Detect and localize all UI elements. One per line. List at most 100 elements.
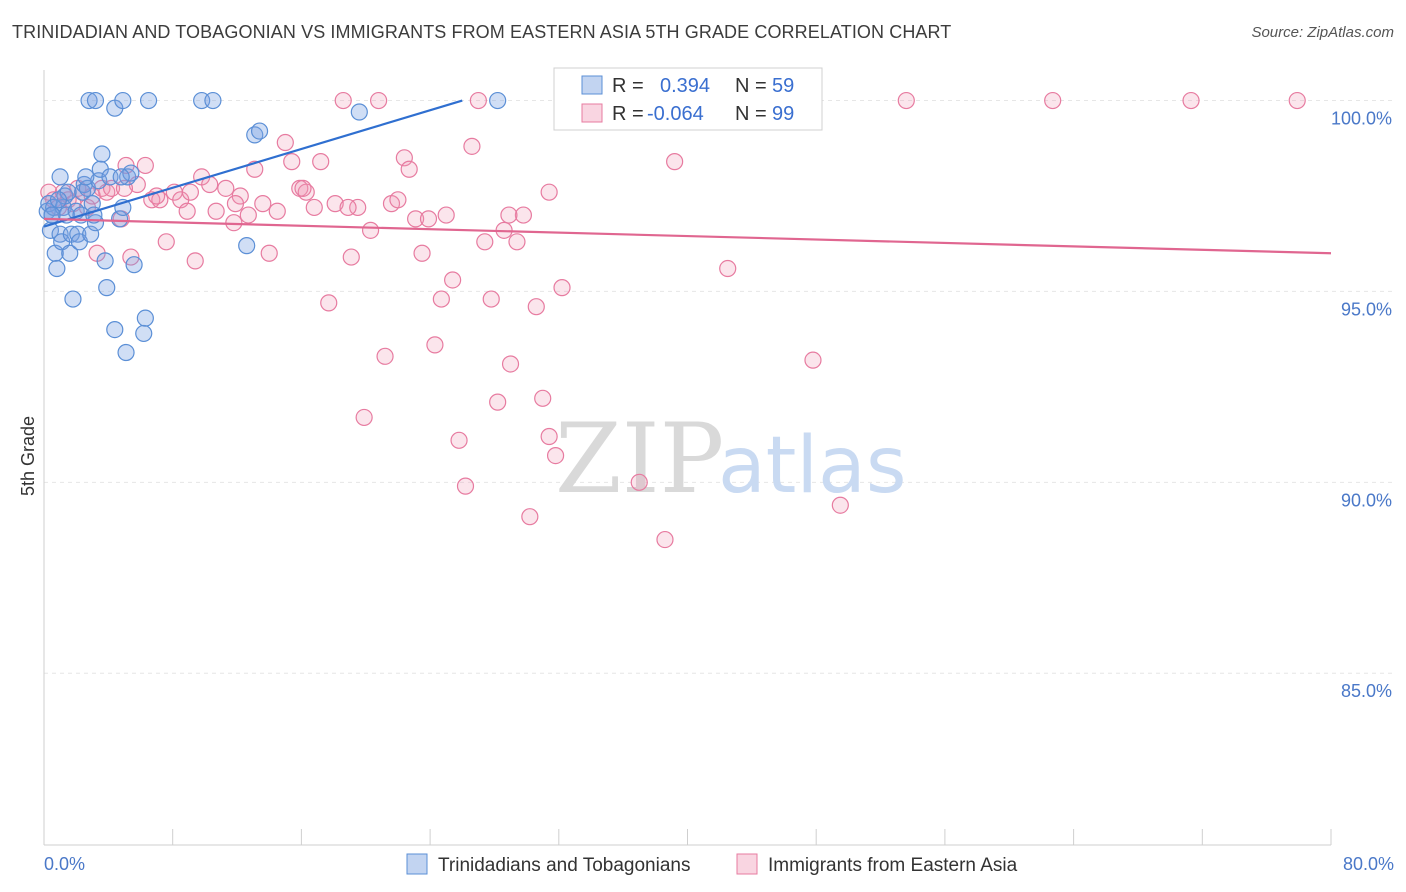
data-point-pink: [1044, 91, 1062, 110]
data-point-blue: [350, 103, 368, 121]
data-point-blue: [61, 244, 79, 262]
data-point-blue: [98, 279, 116, 297]
data-point-pink: [186, 252, 204, 270]
data-point-pink: [463, 137, 481, 155]
data-point-blue: [125, 256, 143, 274]
data-point-pink: [476, 233, 494, 251]
data-point-blue: [114, 91, 132, 110]
legend-r-label-1: R =: [612, 75, 644, 97]
data-point-pink: [349, 198, 367, 217]
watermark-zip: ZIP: [555, 403, 724, 515]
legend-r-value-1: 0.394: [660, 75, 710, 97]
data-point-pink: [181, 183, 199, 201]
data-point-pink: [527, 298, 545, 316]
x-tick-label-min: 0.0%: [44, 854, 85, 874]
legend-n-value-2: 99: [772, 103, 794, 125]
data-point-blue: [122, 164, 140, 182]
y-tick-label: 85.0%: [1341, 681, 1392, 701]
data-point-pink: [553, 279, 571, 297]
legend-r-value-2: -0.064: [647, 103, 704, 125]
data-point-blue: [238, 237, 256, 255]
data-point-pink: [178, 202, 196, 220]
data-point-blue: [64, 290, 82, 308]
data-point-pink: [500, 206, 518, 224]
data-point-pink: [342, 248, 360, 266]
data-point-pink: [254, 195, 272, 213]
data-point-blue: [136, 309, 154, 327]
data-point-blue: [77, 168, 95, 186]
y-tick-label: 90.0%: [1341, 490, 1392, 510]
data-point-pink: [501, 355, 520, 373]
stats-legend: R = 0.394 N = 59 R = -0.064 N = 99: [553, 67, 823, 131]
y-tick-labels: 100.0% 95.0% 90.0% 85.0%: [1331, 109, 1392, 702]
data-point-blue: [80, 91, 98, 110]
data-point-pink: [432, 290, 450, 308]
data-point-pink: [437, 206, 455, 224]
data-point-pink: [355, 408, 373, 427]
bottom-legend-label-2: Immigrants from Eastern Asia: [768, 855, 1018, 876]
data-point-pink: [897, 91, 915, 110]
data-point-pink: [136, 156, 154, 175]
data-point-pink: [514, 206, 533, 224]
data-point-blue: [49, 191, 68, 209]
data-point-blue: [250, 122, 269, 140]
legend-swatch-blue: [581, 75, 603, 95]
trend-line-pink: [43, 217, 1332, 255]
data-point-pink: [469, 91, 487, 110]
data-point-pink: [407, 210, 425, 228]
data-point-pink: [260, 244, 278, 262]
legend-swatch-pink: [581, 103, 603, 123]
data-point-pink: [376, 347, 394, 365]
series-immigrants-eastern-asia: [40, 91, 1306, 549]
data-point-pink: [389, 191, 407, 209]
data-point-pink: [419, 210, 438, 228]
data-point-blue: [489, 91, 507, 110]
bottom-legend-swatch-pink: [736, 853, 758, 875]
data-point-pink: [225, 214, 243, 232]
data-point-pink: [226, 195, 245, 213]
y-tick-label: 100.0%: [1331, 109, 1392, 129]
data-point-pink: [400, 160, 418, 178]
y-tick-label: 95.0%: [1341, 299, 1392, 319]
data-point-pink: [207, 202, 225, 220]
source-label: Source: ZipAtlas.com: [1251, 24, 1394, 41]
data-point-pink: [1182, 91, 1200, 110]
data-point-pink: [540, 183, 558, 201]
data-point-pink: [276, 133, 294, 152]
legend-n-label-2: N =: [735, 103, 767, 125]
data-point-pink: [157, 233, 175, 251]
data-point-pink: [326, 195, 344, 213]
data-point-pink: [283, 153, 301, 171]
data-point-pink: [312, 153, 330, 171]
data-point-pink: [804, 351, 822, 369]
data-point-blue: [93, 145, 111, 163]
data-point-pink: [546, 446, 565, 465]
legend-n-label-1: N =: [735, 75, 767, 97]
data-point-pink: [521, 508, 539, 526]
trend-lines: [43, 99, 1332, 255]
data-point-pink: [719, 259, 737, 278]
data-point-pink: [320, 294, 338, 312]
data-point-pink: [305, 198, 323, 217]
data-point-pink: [239, 206, 257, 224]
data-point-blue: [135, 324, 153, 343]
trend-line-blue: [43, 99, 463, 228]
series-trinidadians-tobagonians: [38, 91, 507, 362]
data-point-pink: [666, 153, 684, 171]
data-point-blue: [112, 168, 130, 186]
data-point-blue: [139, 91, 158, 110]
data-point-pink: [444, 271, 462, 289]
data-point-blue: [51, 168, 69, 186]
data-point-pink: [413, 244, 431, 262]
data-point-blue: [204, 91, 222, 110]
data-point-pink: [540, 427, 558, 446]
data-point-pink: [361, 221, 380, 239]
data-point-pink: [656, 530, 674, 549]
data-point-pink: [1288, 91, 1306, 110]
data-point-blue: [86, 91, 105, 110]
legend-n-value-1: 59: [772, 75, 794, 97]
data-point-pink: [456, 477, 475, 495]
data-point-pink: [294, 179, 312, 197]
data-point-pink: [831, 496, 849, 514]
